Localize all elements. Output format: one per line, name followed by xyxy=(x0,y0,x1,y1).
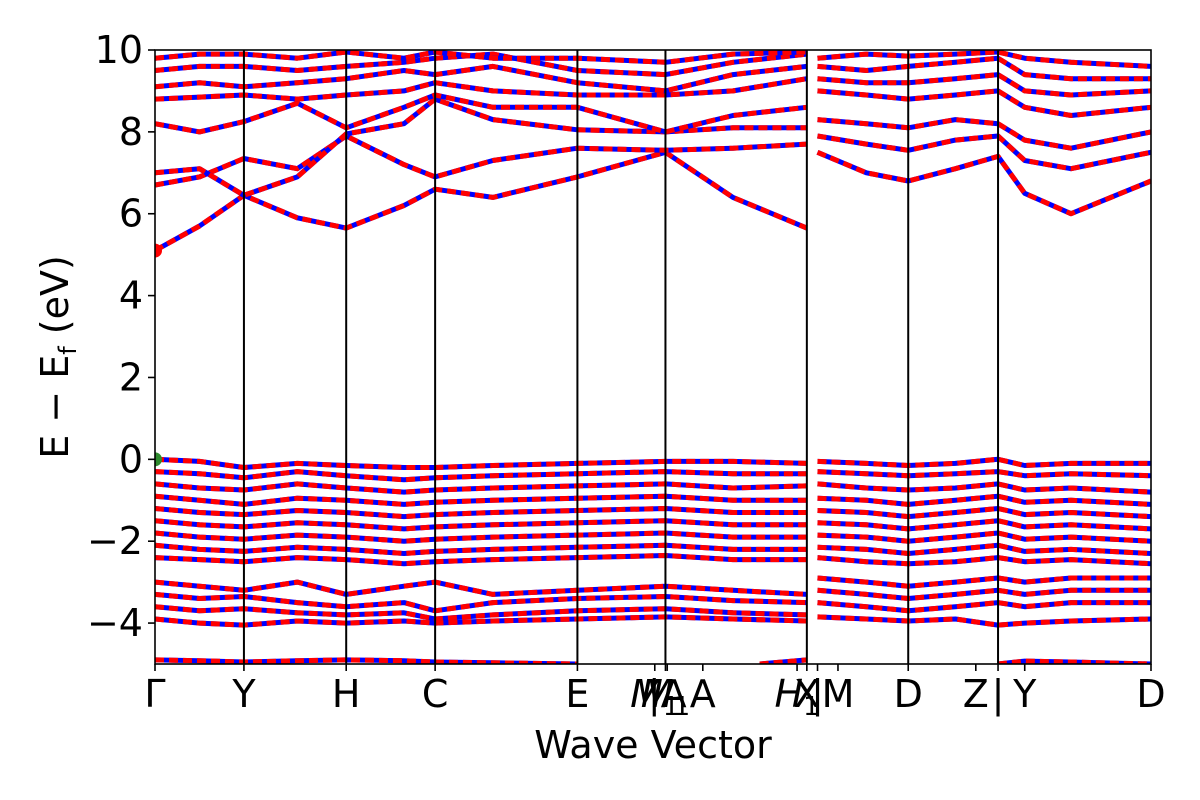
band-line-spin-up-16 xyxy=(155,456,807,470)
x-tick-label-4: E xyxy=(565,672,589,716)
band-line-spin-up-30 xyxy=(155,542,807,556)
band-line-spin-up-38 xyxy=(155,604,807,622)
band-line-spin-up-36 xyxy=(155,591,807,614)
band-line-spin-up-8 xyxy=(155,76,808,102)
x-tick-label-12: M xyxy=(822,672,855,716)
band-line-spin-up-11 xyxy=(817,72,1151,98)
band-line-spin-up-13 xyxy=(817,55,1151,82)
band-line-spin-up-24 xyxy=(155,506,807,520)
band-line-spin-up-9 xyxy=(817,88,1151,118)
x-tick-label-14: Z xyxy=(963,672,989,716)
band-line-spin-up-26 xyxy=(155,518,807,532)
y-tick-label-3: 2 xyxy=(119,355,143,399)
band-line-spin-up-22 xyxy=(155,493,807,507)
x-tick-label-3: C xyxy=(422,672,449,716)
x-tick-label-15: | xyxy=(992,672,1005,717)
x-axis-label: Wave Vector xyxy=(534,723,772,767)
x-tick-label-13: D xyxy=(894,672,923,716)
y-axis-label-sub: f xyxy=(54,346,82,355)
x-tick-label-7: |A xyxy=(648,672,687,717)
band-line-spin-up-21 xyxy=(817,481,1151,495)
x-tick-label-9: H1 xyxy=(775,672,820,722)
x-tick-label-16: Y xyxy=(1012,672,1037,716)
x-tick-label-8: A xyxy=(690,672,716,716)
band-line-spin-up-25 xyxy=(817,506,1151,520)
band-line-spin-up-42 xyxy=(155,657,578,664)
plot-frame xyxy=(154,49,1152,665)
band-line-spin-up-31 xyxy=(817,542,1151,556)
y-axis-label: E − Ef (eV) xyxy=(33,255,82,459)
x-tick-label-10: X xyxy=(794,672,820,716)
band-line-spin-up-19 xyxy=(817,469,1151,479)
x-tick-label-11: | xyxy=(811,672,824,717)
extrema-markers xyxy=(155,243,162,467)
band-line-spin-up-20 xyxy=(155,481,807,495)
x-tick-label-0: Γ xyxy=(144,672,165,716)
band-line-spin-up-39 xyxy=(817,600,1151,614)
band-line-spin-up-40 xyxy=(155,614,807,628)
x-tick-label-2: H xyxy=(332,672,361,716)
band-line-spin-up-14 xyxy=(155,50,807,65)
band-line-spin-up-15 xyxy=(817,50,1151,69)
band-line-spin-up-33 xyxy=(817,555,1151,567)
band-line-spin-up-6 xyxy=(155,92,808,135)
bands-group xyxy=(155,50,1151,664)
x-tick-label-5: M1 xyxy=(630,672,679,722)
band-line-spin-up-23 xyxy=(817,493,1151,507)
band-line-spin-up-34 xyxy=(155,579,807,597)
band-line-spin-up-27 xyxy=(817,518,1151,532)
band-line-spin-up-0 xyxy=(155,149,808,253)
band-line-spin-up-44 xyxy=(997,658,1151,664)
y-tick-label-0: −4 xyxy=(87,601,143,645)
cbm-marker xyxy=(155,243,162,258)
band-line-spin-up-37 xyxy=(817,587,1151,601)
band-line-spin-up-5 xyxy=(817,133,1151,172)
x-tick-label-17: D xyxy=(1136,672,1165,716)
vbm-marker xyxy=(155,452,162,467)
band-line-spin-up-7 xyxy=(817,117,1151,151)
y-axis-label-main: E − E xyxy=(33,355,77,459)
high-symmetry-lines xyxy=(242,50,1000,664)
y-axis-label-unit: (eV) xyxy=(33,255,77,346)
band-line-spin-up-41 xyxy=(817,614,1151,628)
band-line-spin-up-32 xyxy=(155,553,807,567)
y-tick-label-2: 0 xyxy=(119,437,143,481)
y-tick-label-5: 6 xyxy=(119,192,143,236)
y-tick-label-7: 10 xyxy=(95,28,143,72)
band-line-spin-up-18 xyxy=(155,469,807,483)
band-line-spin-up-35 xyxy=(817,575,1151,589)
y-axis-ticks: −4 −2 0 2 4 6 8 10 xyxy=(87,28,155,645)
x-tick-label-6: M1 xyxy=(641,672,690,722)
band-line-spin-up-12 xyxy=(155,51,808,78)
band-line-spin-up-2 xyxy=(816,149,1151,217)
band-line-spin-up-10 xyxy=(155,63,808,94)
band-line-spin-up-29 xyxy=(817,530,1151,544)
y-tick-label-6: 8 xyxy=(119,110,143,154)
band-line-spin-up-17 xyxy=(817,456,1151,468)
band-line-spin-up-3 xyxy=(155,133,807,188)
band-line-spin-up-28 xyxy=(155,530,807,544)
y-tick-label-1: −2 xyxy=(87,519,143,563)
y-tick-label-4: 4 xyxy=(119,274,143,318)
x-tick-label-1: Y xyxy=(231,672,256,716)
